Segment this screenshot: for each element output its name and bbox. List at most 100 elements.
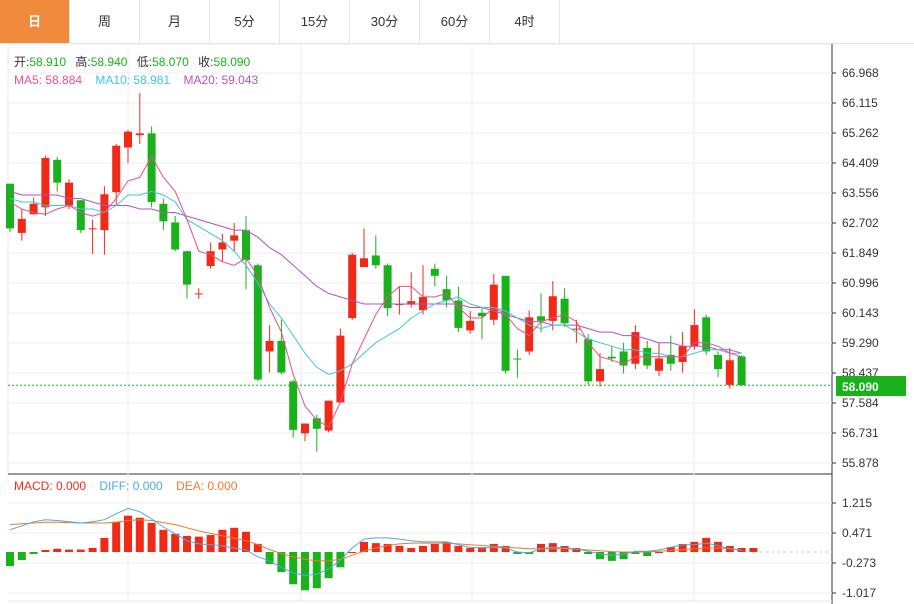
candle-body <box>737 356 746 386</box>
macd-bar <box>537 543 545 552</box>
price-tick-label: 63.556 <box>842 186 879 200</box>
candle-body <box>702 317 711 352</box>
candle-body <box>489 284 498 320</box>
macd-bar <box>430 543 439 552</box>
tab-week[interactable]: 周 <box>70 0 140 43</box>
candle-body <box>360 258 368 268</box>
tab-day[interactable]: 日 <box>0 0 70 43</box>
macd-bar <box>584 551 593 555</box>
candle-body <box>560 298 569 324</box>
tab-60min[interactable]: 60分 <box>420 0 490 43</box>
candle-body <box>88 228 97 230</box>
candle-body <box>312 418 321 429</box>
price-tick-label: 57.584 <box>842 396 879 410</box>
macd-tick-label: -1.017 <box>842 586 876 600</box>
price-axis: 66.968 66.115 65.262 64.409 63.556 62.702 61.8… <box>832 66 879 600</box>
candles <box>6 92 746 452</box>
candle-body <box>65 182 73 206</box>
candle-body <box>466 320 475 331</box>
macd-bar <box>17 551 26 561</box>
ma20-line <box>9 190 742 354</box>
candle-body <box>135 133 144 136</box>
candle-body <box>666 354 675 364</box>
macd-bar <box>395 545 404 552</box>
tab-4hour[interactable]: 4时 <box>490 0 560 43</box>
macd-bar <box>147 522 156 552</box>
macd-bar <box>29 551 38 555</box>
macd-bar <box>619 551 628 560</box>
candle-body <box>537 316 545 321</box>
macd-bar <box>501 545 510 552</box>
macd-bar <box>643 551 652 557</box>
macd-bar <box>183 535 191 552</box>
macd-bar <box>383 543 392 552</box>
macd-bar <box>666 547 675 552</box>
candle-body <box>430 268 439 276</box>
macd-bar <box>678 543 687 552</box>
price-panel-frame <box>7 43 833 475</box>
candle-body <box>76 200 85 231</box>
candle-body <box>383 265 392 309</box>
candle-body <box>277 340 286 373</box>
ma5-line <box>9 155 742 428</box>
candle-body <box>194 293 203 295</box>
candle-body <box>253 265 262 380</box>
dea-line <box>9 519 742 562</box>
candle-body <box>407 301 416 305</box>
candle-body <box>678 346 687 363</box>
macd-panel <box>6 507 832 591</box>
macd-bar <box>478 547 486 552</box>
tab-5min[interactable]: 5分 <box>210 0 280 43</box>
candle-body <box>548 296 557 321</box>
candle-body <box>348 254 357 319</box>
candle-body <box>619 351 628 366</box>
candle-body <box>289 381 298 430</box>
macd-bar <box>301 551 309 591</box>
macd-bar <box>124 515 132 552</box>
macd-bar <box>289 551 298 585</box>
candle-body <box>147 133 156 202</box>
macd-bar <box>76 549 85 552</box>
price-tick-label: 66.115 <box>842 96 878 110</box>
tab-month[interactable]: 月 <box>140 0 210 43</box>
candle-body <box>371 255 380 266</box>
macd-bar <box>265 551 274 565</box>
price-tick-label: 60.143 <box>842 306 879 320</box>
candle-body <box>206 251 215 266</box>
price-tick-label: 60.996 <box>842 276 879 290</box>
price-tick-label: 65.262 <box>842 126 879 140</box>
candle-body <box>525 317 534 352</box>
macd-bar <box>442 541 451 552</box>
candle-body <box>17 218 26 233</box>
candle-body <box>478 312 486 317</box>
macd-tick-label: 1.215 <box>842 496 872 510</box>
macd-bar <box>41 549 50 552</box>
tab-30min[interactable]: 30分 <box>350 0 420 43</box>
ma10-line <box>9 190 742 375</box>
candle-body <box>183 251 191 285</box>
macd-bar <box>6 551 14 567</box>
last-price-label: 58.090 <box>842 380 879 394</box>
candle-body <box>301 423 309 434</box>
macd-bar <box>714 541 722 552</box>
candle-body <box>631 332 640 364</box>
candle-body <box>242 230 250 261</box>
price-tick-label: 59.290 <box>842 336 879 350</box>
candle-body <box>725 360 734 385</box>
macd-bar <box>206 535 215 552</box>
candle-body <box>218 242 227 250</box>
macd-bar <box>631 551 640 555</box>
price-tick-label: 55.878 <box>842 456 879 470</box>
candle-body <box>124 131 132 148</box>
macd-bar <box>218 529 227 552</box>
tab-15min[interactable]: 15分 <box>280 0 350 43</box>
macd-bar <box>360 541 368 552</box>
macd-readout: MACD: 0.000 DIFF: 0.000 DEA: 0.000 <box>14 479 238 493</box>
candle-body <box>501 275 510 371</box>
candle-body <box>714 354 722 370</box>
ohlc-readout: 开:58.910 高:58.940 低:58.070 收:58.090 <box>14 54 251 69</box>
macd-bar <box>407 547 416 552</box>
macd-bar <box>454 545 463 552</box>
candle-body <box>596 369 604 382</box>
